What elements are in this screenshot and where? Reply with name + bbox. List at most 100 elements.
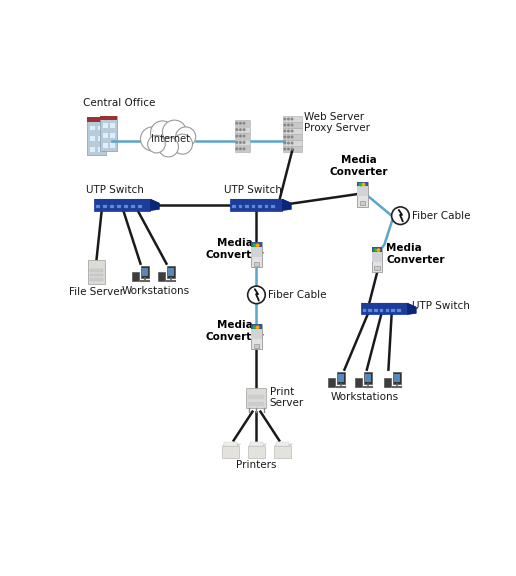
Circle shape: [284, 124, 286, 126]
Circle shape: [243, 142, 245, 143]
FancyBboxPatch shape: [90, 269, 103, 272]
FancyBboxPatch shape: [87, 117, 106, 155]
FancyBboxPatch shape: [249, 395, 264, 399]
Text: Media
Converter: Media Converter: [205, 238, 264, 260]
Text: Workstations: Workstations: [121, 286, 189, 295]
Circle shape: [163, 120, 186, 144]
Polygon shape: [248, 444, 267, 446]
Circle shape: [287, 148, 289, 150]
FancyBboxPatch shape: [98, 126, 104, 130]
FancyBboxPatch shape: [368, 309, 372, 312]
FancyBboxPatch shape: [251, 324, 262, 349]
Circle shape: [248, 286, 265, 304]
FancyBboxPatch shape: [397, 309, 401, 312]
FancyBboxPatch shape: [248, 446, 265, 458]
Circle shape: [175, 127, 196, 147]
FancyBboxPatch shape: [393, 372, 401, 384]
Circle shape: [243, 123, 245, 124]
FancyBboxPatch shape: [251, 247, 262, 257]
FancyBboxPatch shape: [372, 247, 382, 272]
FancyBboxPatch shape: [168, 268, 174, 276]
Circle shape: [284, 142, 286, 144]
FancyBboxPatch shape: [90, 126, 95, 130]
Polygon shape: [231, 199, 282, 210]
Circle shape: [284, 118, 286, 120]
Text: Web Server
Proxy Server: Web Server Proxy Server: [304, 112, 370, 133]
FancyBboxPatch shape: [254, 262, 259, 266]
FancyBboxPatch shape: [380, 309, 383, 312]
FancyBboxPatch shape: [101, 116, 117, 120]
FancyBboxPatch shape: [132, 205, 135, 208]
Polygon shape: [361, 304, 408, 314]
FancyBboxPatch shape: [235, 146, 250, 151]
Polygon shape: [94, 199, 159, 203]
Circle shape: [236, 148, 238, 150]
FancyBboxPatch shape: [364, 372, 372, 384]
FancyBboxPatch shape: [365, 374, 371, 382]
Circle shape: [284, 136, 286, 138]
Circle shape: [236, 123, 238, 124]
Circle shape: [291, 124, 293, 126]
FancyBboxPatch shape: [360, 201, 365, 205]
FancyBboxPatch shape: [385, 309, 389, 312]
FancyBboxPatch shape: [392, 309, 395, 312]
Circle shape: [392, 207, 409, 225]
FancyBboxPatch shape: [251, 324, 262, 331]
FancyBboxPatch shape: [357, 186, 367, 196]
FancyBboxPatch shape: [167, 266, 175, 278]
Circle shape: [287, 130, 289, 132]
FancyBboxPatch shape: [357, 181, 367, 207]
FancyBboxPatch shape: [375, 267, 380, 271]
Circle shape: [256, 244, 259, 247]
FancyBboxPatch shape: [141, 266, 149, 278]
Text: Media
Converter: Media Converter: [205, 320, 264, 342]
FancyBboxPatch shape: [90, 136, 95, 141]
Circle shape: [239, 148, 241, 150]
Circle shape: [287, 118, 289, 120]
Circle shape: [284, 130, 286, 132]
Circle shape: [239, 123, 241, 124]
Circle shape: [359, 183, 362, 185]
FancyBboxPatch shape: [336, 372, 345, 384]
Text: Fiber Cable: Fiber Cable: [268, 290, 327, 300]
FancyBboxPatch shape: [110, 133, 115, 138]
FancyBboxPatch shape: [251, 242, 262, 249]
FancyBboxPatch shape: [271, 205, 275, 208]
FancyBboxPatch shape: [96, 205, 100, 208]
Circle shape: [291, 142, 293, 144]
Circle shape: [253, 244, 255, 247]
Circle shape: [239, 135, 241, 137]
FancyBboxPatch shape: [265, 205, 268, 208]
FancyBboxPatch shape: [103, 205, 107, 208]
FancyBboxPatch shape: [118, 205, 121, 208]
FancyBboxPatch shape: [252, 205, 255, 208]
FancyBboxPatch shape: [283, 128, 302, 134]
FancyBboxPatch shape: [251, 329, 262, 339]
Circle shape: [291, 136, 293, 138]
FancyBboxPatch shape: [110, 123, 115, 128]
Polygon shape: [151, 199, 159, 210]
FancyBboxPatch shape: [238, 205, 242, 208]
FancyBboxPatch shape: [254, 344, 259, 348]
Circle shape: [253, 326, 255, 328]
Circle shape: [291, 148, 293, 150]
Circle shape: [243, 148, 245, 150]
FancyBboxPatch shape: [98, 136, 104, 141]
FancyBboxPatch shape: [138, 205, 142, 208]
Circle shape: [287, 124, 289, 126]
FancyBboxPatch shape: [276, 442, 289, 446]
Text: UTP Switch: UTP Switch: [412, 301, 470, 312]
FancyBboxPatch shape: [357, 181, 367, 188]
Text: UTP Switch: UTP Switch: [86, 185, 144, 195]
Text: Media
Converter: Media Converter: [330, 155, 389, 176]
Polygon shape: [94, 199, 151, 210]
FancyBboxPatch shape: [338, 374, 344, 382]
FancyBboxPatch shape: [249, 401, 264, 406]
Circle shape: [148, 135, 165, 153]
Polygon shape: [231, 199, 291, 203]
Circle shape: [151, 121, 174, 145]
FancyBboxPatch shape: [235, 133, 250, 139]
FancyBboxPatch shape: [222, 446, 239, 458]
FancyBboxPatch shape: [247, 388, 266, 408]
FancyBboxPatch shape: [90, 147, 95, 151]
